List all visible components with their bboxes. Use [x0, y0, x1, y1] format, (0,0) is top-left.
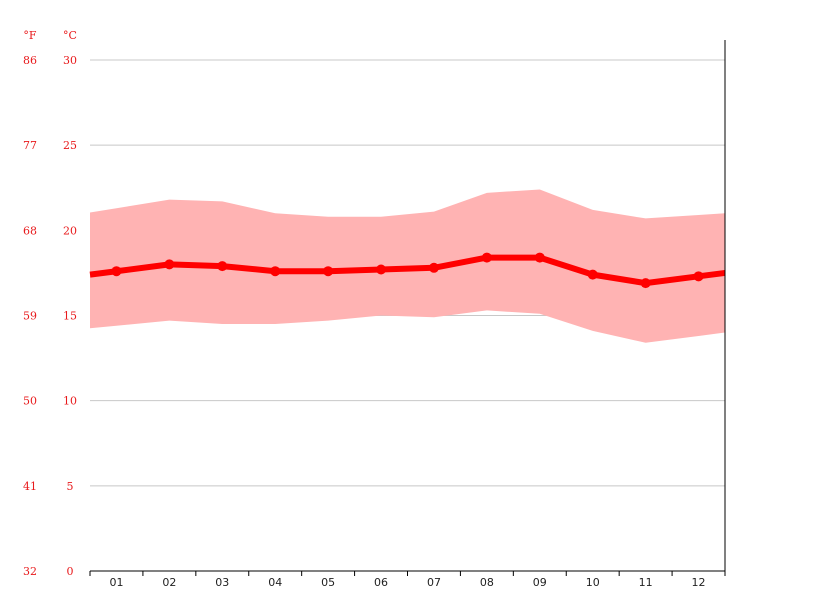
mean-point — [428, 262, 439, 273]
mean-point — [481, 252, 492, 263]
x-tick-label: 09 — [533, 576, 547, 589]
y-tick-label-fahrenheit: 59 — [23, 310, 37, 323]
y-tick-label-fahrenheit: 41 — [23, 480, 37, 493]
mean-point — [587, 269, 598, 280]
y-tick-label-fahrenheit: 86 — [23, 54, 37, 67]
axes — [89, 40, 726, 576]
x-tick-label: 07 — [427, 576, 441, 589]
y-tick-label-celsius: 5 — [67, 480, 74, 493]
x-tick-label: 11 — [639, 576, 653, 589]
y-tick-label-fahrenheit: 32 — [23, 565, 37, 578]
x-axis-labels: 01 02 03 04 05 06 07 08 09 10 11 12 — [109, 576, 705, 589]
x-tick-label: 12 — [692, 576, 706, 589]
y-tick-label-fahrenheit: 68 — [23, 224, 37, 237]
y-tick-label-celsius: 10 — [63, 395, 77, 408]
mean-point — [217, 261, 228, 272]
y-tick-label-celsius: 0 — [67, 565, 74, 578]
x-tick-label: 10 — [586, 576, 600, 589]
mean-point — [376, 264, 387, 275]
mean-temperature-series — [89, 252, 726, 289]
mean-point — [111, 266, 122, 277]
x-tick-label: 04 — [268, 576, 282, 589]
y-tick-label-fahrenheit: 77 — [23, 139, 37, 152]
y-tick-label-celsius: 25 — [63, 139, 77, 152]
y-tick-label-fahrenheit: 50 — [23, 395, 37, 408]
x-tick-label: 08 — [480, 576, 494, 589]
x-tick-label: 05 — [321, 576, 335, 589]
y-tick-label-celsius: 20 — [63, 224, 77, 237]
mean-line — [89, 254, 726, 287]
x-tick-label: 06 — [374, 576, 388, 589]
x-tick-label: 02 — [162, 576, 176, 589]
unit-label-celsius: °C — [63, 29, 77, 42]
mean-point — [640, 278, 651, 289]
mean-point — [164, 259, 175, 270]
unit-label-fahrenheit: °F — [23, 29, 37, 42]
x-tick-label: 03 — [215, 576, 229, 589]
y-tick-label-celsius: 15 — [63, 310, 77, 323]
mean-point — [693, 271, 704, 282]
mean-point — [534, 252, 545, 263]
mean-point — [270, 266, 281, 277]
mean-point — [323, 266, 334, 277]
y-axis-labels: °F °C 30 86 25 77 20 68 15 59 10 50 5 41 0 32 — [23, 29, 77, 578]
x-tick-label: 01 — [109, 576, 123, 589]
y-tick-label-celsius: 30 — [63, 54, 77, 67]
